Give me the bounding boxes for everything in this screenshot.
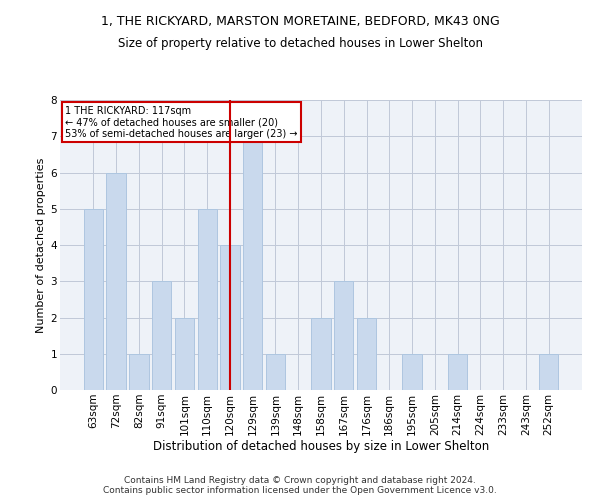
Bar [106,172,126,390]
Text: 1 THE RICKYARD: 117sqm
← 47% of detached houses are smaller (20)
53% of semi-det: 1 THE RICKYARD: 117sqm ← 47% of detached… [65,106,298,139]
X-axis label: Distribution of detached houses by size in Lower Shelton: Distribution of detached houses by size … [153,440,489,454]
Text: Contains HM Land Registry data © Crown copyright and database right 2024.
Contai: Contains HM Land Registry data © Crown c… [103,476,497,495]
Text: 1, THE RICKYARD, MARSTON MORETAINE, BEDFORD, MK43 0NG: 1, THE RICKYARD, MARSTON MORETAINE, BEDF… [101,15,499,28]
Text: Size of property relative to detached houses in Lower Shelton: Size of property relative to detached ho… [118,38,482,51]
Bar [243,136,262,390]
Bar [197,209,217,390]
Bar [175,318,194,390]
Bar [357,318,376,390]
Bar [311,318,331,390]
Bar [448,354,467,390]
Bar [152,281,172,390]
Bar [539,354,558,390]
Bar [334,281,353,390]
Bar [129,354,149,390]
Bar [84,209,103,390]
Bar [220,245,239,390]
Bar [403,354,422,390]
Y-axis label: Number of detached properties: Number of detached properties [37,158,46,332]
Bar [266,354,285,390]
